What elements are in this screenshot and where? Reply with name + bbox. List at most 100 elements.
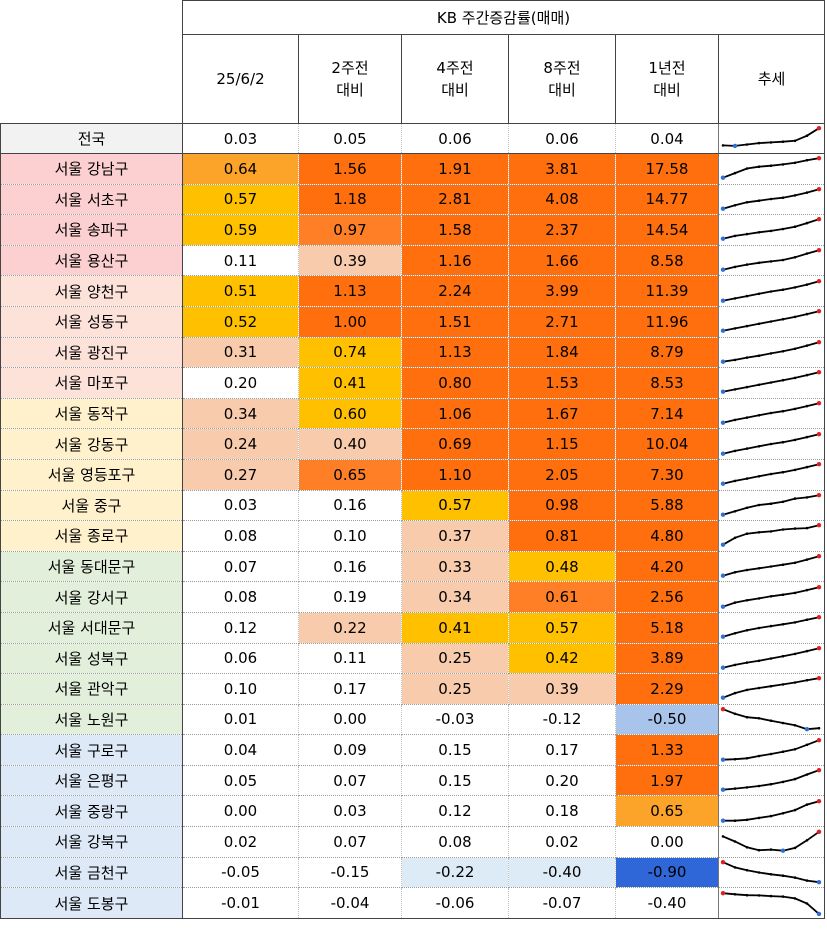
value-cell: -0.06 xyxy=(401,887,509,919)
trend-sparkline xyxy=(720,523,822,548)
trend-sparkline xyxy=(720,737,822,762)
trend-point xyxy=(769,289,773,293)
value-cell: 14.54 xyxy=(615,214,719,246)
trend-point xyxy=(745,756,749,760)
trend-sparkline xyxy=(720,339,822,364)
region-name: 서울 성북구 xyxy=(0,643,183,675)
trend-point xyxy=(745,356,749,359)
trend-point xyxy=(769,625,773,628)
trend-line xyxy=(722,831,820,852)
trend-sparkline xyxy=(720,401,822,425)
district-row: 서울 강북구 0.02 0.07 0.08 0.02 0.00 xyxy=(0,826,825,858)
value-cell: 2.56 xyxy=(615,581,719,613)
value-cell: 0.20 xyxy=(182,367,299,399)
trend-point xyxy=(769,783,773,786)
trend-point xyxy=(745,661,749,664)
trend-max-point xyxy=(816,554,822,559)
trend-point xyxy=(757,567,761,570)
district-row: 서울 서대문구 0.12 0.22 0.41 0.57 5.18 xyxy=(0,612,825,644)
trend-point xyxy=(757,754,761,757)
district-row: 서울 중구 0.03 0.16 0.57 0.98 5.88 xyxy=(0,490,825,522)
trend-point xyxy=(757,231,761,235)
district-row: 서울 도봉구 -0.01 -0.04 -0.06 -0.07 -0.40 xyxy=(0,887,825,919)
trend-point xyxy=(769,685,773,688)
trend-point xyxy=(805,527,809,530)
value-cell: 1.84 xyxy=(508,337,616,369)
trend-sparkline-cell xyxy=(718,551,825,583)
value-cell: 0.27 xyxy=(182,459,299,491)
trend-min-point xyxy=(720,420,726,425)
trend-point xyxy=(733,663,737,666)
region-name: 서울 강동구 xyxy=(0,428,183,460)
trend-point xyxy=(745,715,749,719)
trend-max-point xyxy=(816,126,822,131)
trend-point xyxy=(745,598,749,602)
trend-line xyxy=(722,708,820,731)
trend-sparkline xyxy=(721,126,822,149)
trend-sparkline-cell xyxy=(718,857,825,889)
trend-point xyxy=(781,500,785,503)
region-name: 서울 양천구 xyxy=(0,275,183,307)
trend-point xyxy=(805,222,809,225)
trend-point xyxy=(805,879,809,882)
value-cell: 1.56 xyxy=(298,153,402,185)
trend-point xyxy=(781,349,785,353)
trend-point xyxy=(769,230,773,233)
value-cell: 0.16 xyxy=(298,490,402,522)
district-row: 서울 관악구 0.10 0.17 0.25 0.39 2.29 xyxy=(0,673,825,705)
value-cell: 4.08 xyxy=(508,184,616,216)
region-name: 서울 용산구 xyxy=(0,245,183,277)
trend-point xyxy=(781,721,785,725)
trend-sparkline-cell xyxy=(718,214,825,246)
district-row: 서울 동대문구 0.07 0.16 0.33 0.48 4.20 xyxy=(0,551,825,583)
value-cell: 0.07 xyxy=(298,826,402,858)
trend-min-point xyxy=(720,389,726,395)
trend-point xyxy=(745,167,749,171)
trend-sparkline xyxy=(720,462,822,487)
value-cell: -0.05 xyxy=(182,857,299,889)
trend-min-point xyxy=(720,573,726,578)
trend-point xyxy=(733,712,737,716)
trend-sparkline xyxy=(720,859,822,885)
trend-max-point xyxy=(816,615,822,620)
trend-point xyxy=(781,318,785,321)
trend-point xyxy=(757,414,761,417)
trend-point xyxy=(733,632,737,635)
trend-point xyxy=(745,893,749,897)
trend-point xyxy=(805,404,809,408)
region-name: 서울 중구 xyxy=(0,490,183,522)
value-cell: -0.40 xyxy=(508,857,616,889)
value-cell: 0.98 xyxy=(508,490,616,522)
trend-sparkline-cell xyxy=(718,765,825,797)
trend-max-point xyxy=(816,768,822,773)
value-cell: 1.51 xyxy=(401,306,509,338)
region-name: 서울 강남구 xyxy=(0,153,183,185)
trend-point xyxy=(781,288,785,291)
trend-point xyxy=(745,818,749,821)
value-cell: 8.58 xyxy=(615,245,719,277)
trend-point xyxy=(793,561,797,565)
trend-min-point xyxy=(816,879,822,885)
trend-line xyxy=(722,524,820,546)
trend-point xyxy=(733,600,737,604)
value-cell: -0.15 xyxy=(298,857,402,889)
value-cell: 0.03 xyxy=(182,490,299,522)
trend-min-point xyxy=(720,757,726,762)
trend-point xyxy=(805,588,809,592)
trend-point xyxy=(793,225,797,229)
value-cell: 0.80 xyxy=(401,367,509,399)
value-cell: 1.91 xyxy=(401,153,509,185)
trend-line xyxy=(722,341,820,363)
trend-sparkline-cell xyxy=(718,581,825,613)
trend-point xyxy=(781,811,785,815)
value-cell: 0.05 xyxy=(298,123,402,154)
trend-point xyxy=(733,203,737,207)
region-name: 서울 강북구 xyxy=(0,826,183,858)
trend-max-point xyxy=(816,492,822,498)
trend-point xyxy=(805,466,809,469)
value-cell: 0.00 xyxy=(182,795,299,828)
trend-point xyxy=(805,649,809,653)
trend-max-point xyxy=(816,737,822,742)
trend-sparkline-cell xyxy=(718,643,825,675)
value-cell: 3.81 xyxy=(508,153,616,185)
